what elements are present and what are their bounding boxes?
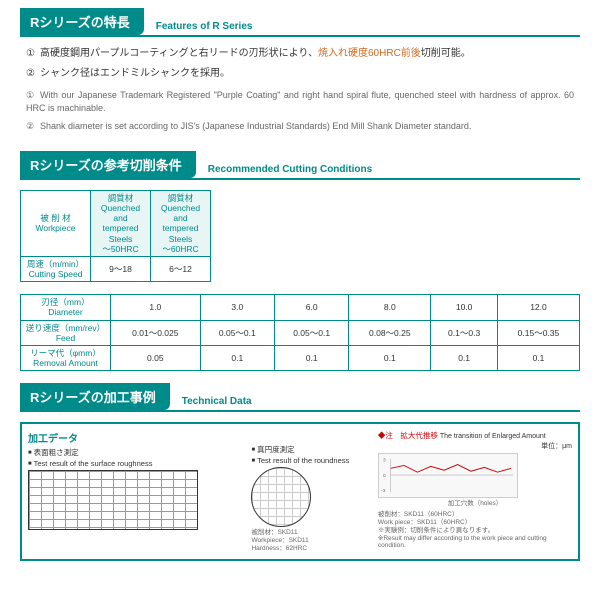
tech-roundness: 真円度測定 Test result of the roundness 被削材：S… — [251, 430, 367, 552]
conditions-tables: 被 削 材Workpiece 調質材Quenched and tempered … — [20, 190, 580, 283]
svg-text:0: 0 — [383, 473, 386, 479]
section-title-jp: Rシリーズの加工事例 — [20, 383, 170, 410]
transition-line-chart: 3 0 -3 — [378, 453, 518, 498]
features-block: ①高硬度鋼用パープルコーティングと右リードの刃形状により、焼入れ硬度60HRC前… — [20, 47, 580, 151]
svg-text:3: 3 — [383, 458, 386, 464]
section-title-en: Features of R Series — [156, 21, 253, 35]
section-title-jp: Rシリーズの参考切削条件 — [20, 151, 196, 178]
section-title-jp: Rシリーズの特長 — [20, 8, 144, 35]
surface-roughness-chart — [28, 470, 198, 530]
tech-transition: ◆注 拡大代推移 The transition of Enlarged Amou… — [378, 430, 572, 552]
section-header-features: Rシリーズの特長 Features of R Series — [20, 8, 580, 37]
feature-en-2: ②Shank diameter is set according to JIS'… — [26, 120, 574, 133]
svg-text:-3: -3 — [381, 489, 386, 495]
feature-jp-2: ②シャンク径はエンドミルシャンクを採用。 — [26, 67, 574, 81]
section-header-conditions: Rシリーズの参考切削条件 Recommended Cutting Conditi… — [20, 151, 580, 180]
technical-data-box: 加工データ 表面粗さ測定 Test result of the surface … — [20, 422, 580, 560]
tech-surface: 加工データ 表面粗さ測定 Test result of the surface … — [28, 430, 241, 552]
section-header-technical: Rシリーズの加工事例 Technical Data — [20, 383, 580, 412]
section-title-en: Recommended Cutting Conditions — [208, 164, 372, 178]
section-title-en: Technical Data — [182, 396, 252, 410]
feature-en-1: ①With our Japanese Trademark Registered … — [26, 89, 574, 114]
feature-jp-1: ①高硬度鋼用パープルコーティングと右リードの刃形状により、焼入れ硬度60HRC前… — [26, 47, 574, 61]
table-workpiece: 被 削 材Workpiece 調質材Quenched and tempered … — [20, 190, 211, 283]
roundness-chart — [251, 467, 311, 527]
table-diameter-feed: 刃径（mm）Diameter 1.03.06.08.010.012.0 送り速度… — [20, 294, 580, 371]
